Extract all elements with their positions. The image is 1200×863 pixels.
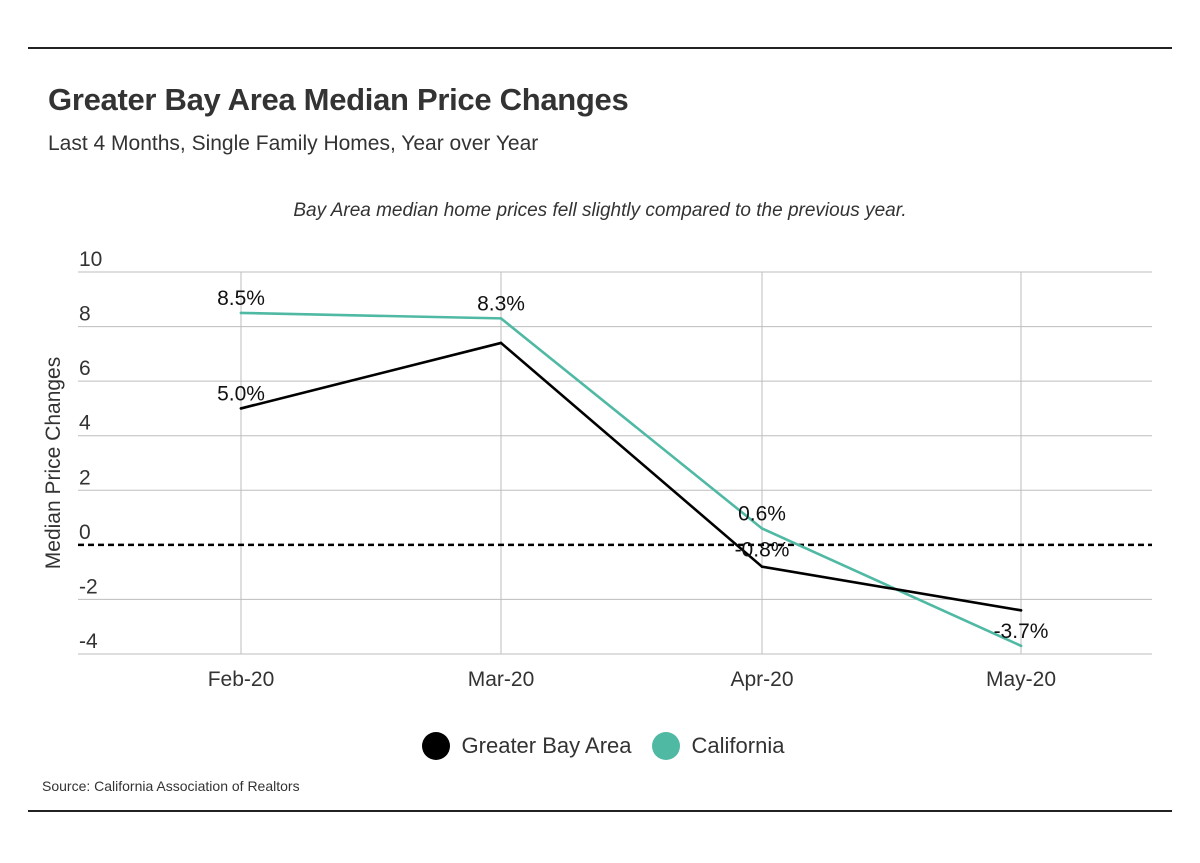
series-line-california (239, 311, 1023, 648)
data-point-greater-bay-area (1019, 609, 1023, 612)
legend-swatch-greater-bay-area (421, 732, 450, 760)
data-point-california (1019, 644, 1023, 648)
data-point-greater-bay-area (499, 341, 503, 345)
data-point-greater-bay-area (239, 407, 243, 410)
y-tick-label: 8 (79, 303, 91, 326)
bottom-rule (28, 810, 1172, 812)
data-label-greater-bay-area: -0.8% (735, 539, 790, 562)
data-label-california: 8.5% (217, 287, 265, 310)
y-tick-label: 10 (79, 248, 102, 271)
data-label-california: 0.6% (738, 502, 786, 525)
chart-legend: Greater Bay Area California (0, 732, 1200, 760)
series-line-greater-bay-area (239, 341, 1023, 612)
chart-subtitle: Last 4 Months, Single Family Homes, Year… (48, 132, 539, 155)
data-label-california: -3.7% (994, 620, 1049, 643)
y-tick-label: -2 (79, 575, 98, 598)
data-label-california: 8.3% (477, 292, 525, 315)
chart-title: Greater Bay Area Median Price Changes (48, 82, 629, 117)
source-note: Source: California Association of Realto… (42, 778, 300, 794)
chart-annotation: Bay Area median home prices fell slightl… (293, 200, 907, 221)
y-tick-label: 6 (79, 357, 91, 380)
data-point-california (499, 317, 503, 320)
legend-item-california: California (651, 732, 785, 760)
x-tick-label: May-20 (986, 668, 1056, 691)
x-tick-label: Feb-20 (208, 668, 275, 691)
data-point-california (239, 311, 243, 315)
legend-label-greater-bay-area: Greater Bay Area (461, 733, 632, 758)
legend-label-california: California (691, 733, 785, 758)
data-point-california (760, 527, 764, 530)
legend-swatch-california (651, 732, 680, 760)
top-rule (28, 47, 1172, 49)
y-tick-label: 0 (79, 521, 91, 544)
y-axis-label: Median Price Changes (42, 357, 65, 569)
y-tick-label: 4 (79, 412, 91, 435)
x-tick-label: Apr-20 (730, 668, 793, 691)
x-tick-label: Mar-20 (468, 668, 535, 691)
data-label-greater-bay-area: 5.0% (217, 382, 265, 405)
y-tick-label: -4 (79, 630, 98, 653)
data-point-greater-bay-area (760, 565, 764, 568)
legend-item-greater-bay-area: Greater Bay Area (421, 732, 632, 760)
y-tick-label: 2 (79, 466, 91, 489)
